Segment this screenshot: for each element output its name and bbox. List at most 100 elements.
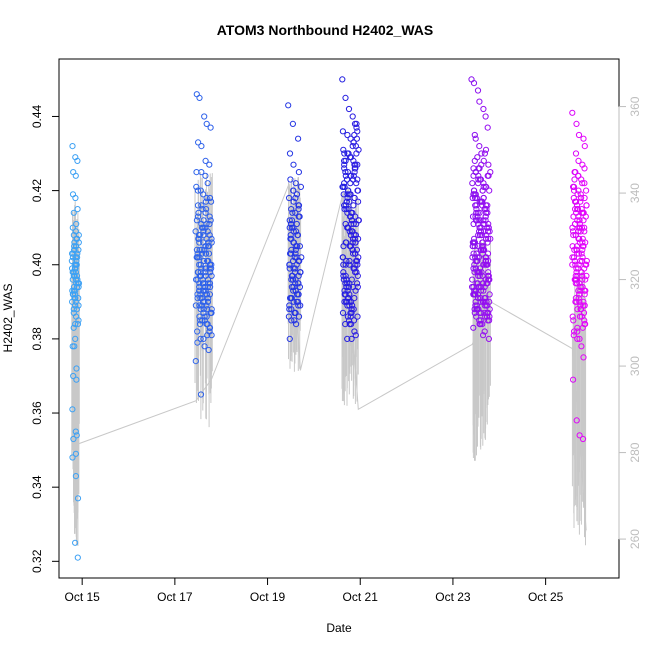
data-point <box>345 283 352 291</box>
data-point <box>72 428 79 435</box>
data-point <box>195 209 202 216</box>
data-point <box>483 257 490 265</box>
data-point <box>73 376 80 383</box>
data-point <box>288 246 295 253</box>
chart-title: ATOM3 Northbound H2402_WAS <box>217 22 434 38</box>
data-point <box>485 224 492 231</box>
data-point <box>347 180 354 187</box>
data-point <box>481 298 488 305</box>
data-point <box>346 191 353 198</box>
data-point <box>346 302 353 309</box>
data-point <box>571 328 578 335</box>
data-point <box>207 217 214 224</box>
data-point <box>206 194 214 202</box>
data-point <box>339 76 346 83</box>
data-point <box>198 295 205 302</box>
data-point <box>472 202 479 209</box>
data-point <box>581 143 588 150</box>
data-point <box>472 257 479 265</box>
data-point <box>71 343 78 350</box>
data-point <box>341 150 348 157</box>
data-point <box>485 172 492 179</box>
plot-area <box>58 58 620 579</box>
data-point <box>294 232 301 239</box>
data-point <box>201 283 208 291</box>
data-point <box>348 154 355 161</box>
x-tick-label: Oct 23 <box>435 590 471 604</box>
data-point <box>69 406 76 413</box>
data-point <box>286 261 293 268</box>
data-point <box>347 313 354 320</box>
data-point <box>292 309 299 316</box>
data-point <box>285 102 292 109</box>
data-point <box>70 306 77 313</box>
data-point <box>569 243 576 250</box>
data-point <box>343 276 350 283</box>
data-point <box>344 335 351 342</box>
data-point <box>72 194 79 202</box>
x-tick-label: Oct 19 <box>250 590 286 604</box>
data-point <box>198 202 205 209</box>
data-point <box>477 309 485 316</box>
data-point <box>575 235 582 242</box>
data-point <box>574 306 581 313</box>
data-point <box>476 232 484 239</box>
data-point <box>578 343 585 350</box>
data-point <box>206 291 213 298</box>
data-point <box>351 165 358 172</box>
data-point <box>296 257 303 265</box>
y-tick-label: 0.34 <box>30 475 44 499</box>
data-point <box>73 235 80 242</box>
data-point <box>480 183 487 190</box>
data-point <box>69 287 76 294</box>
data-point <box>289 209 296 216</box>
data-point <box>476 217 483 224</box>
data-point <box>289 276 297 283</box>
data-point <box>354 176 361 183</box>
data-point <box>474 154 481 161</box>
data-point <box>478 283 485 291</box>
data-point <box>351 194 358 202</box>
data-point <box>576 313 584 320</box>
data-point <box>201 317 208 324</box>
data-point <box>193 217 200 224</box>
data-point <box>74 554 81 561</box>
y-tick-label: 0.36 <box>30 401 44 425</box>
data-point <box>573 120 580 128</box>
data-point <box>192 228 199 235</box>
data-point <box>347 135 354 142</box>
data-point <box>340 146 347 153</box>
data-point <box>73 220 80 228</box>
data-point <box>342 172 349 179</box>
data-point <box>340 272 347 279</box>
data-point <box>69 276 76 283</box>
data-point <box>574 328 581 335</box>
data-point <box>341 161 348 168</box>
y2-tick-label: 340 <box>628 183 642 203</box>
data-point <box>350 172 357 179</box>
data-point <box>206 324 213 331</box>
data-point <box>203 120 210 128</box>
data-point <box>292 243 299 250</box>
data-point <box>476 269 483 276</box>
y2-tick-label: 280 <box>628 442 642 462</box>
data-point <box>576 432 583 439</box>
scatter-points-layer <box>68 76 590 561</box>
data-point <box>70 250 77 257</box>
data-point <box>477 321 484 328</box>
data-point <box>470 220 477 228</box>
data-point <box>469 180 476 187</box>
data-point <box>73 432 80 439</box>
data-point <box>197 269 204 276</box>
data-point <box>349 246 356 253</box>
data-point <box>75 302 82 309</box>
data-point <box>339 128 346 135</box>
data-point <box>582 321 589 328</box>
data-point <box>581 165 588 172</box>
data-point <box>70 435 77 443</box>
data-point <box>69 298 76 305</box>
x-tick-label: Oct 17 <box>157 590 193 604</box>
data-point <box>286 302 293 309</box>
data-point <box>75 246 82 253</box>
data-point <box>293 321 300 328</box>
